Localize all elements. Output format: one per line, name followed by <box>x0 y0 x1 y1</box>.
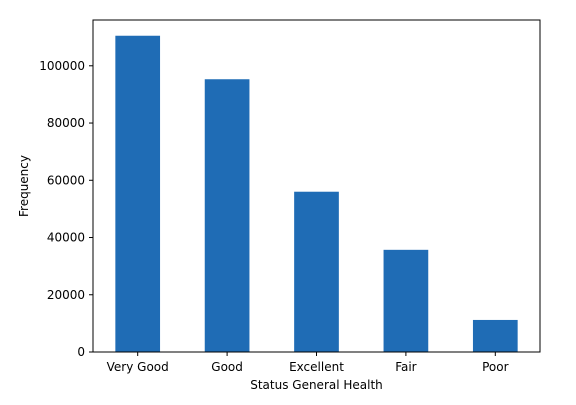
bar-very-good <box>115 35 161 352</box>
x-axis-ticks: Very Good Good Excellent Fair Poor <box>107 352 509 374</box>
x-axis-label: Status General Health <box>250 378 383 392</box>
y-tick-label: 40000 <box>47 231 85 245</box>
plot-frame <box>92 19 541 353</box>
y-tick-label: 60000 <box>47 173 85 187</box>
y-tick-label: 80000 <box>47 116 85 130</box>
bar-good <box>204 79 250 353</box>
x-tick-label: Good <box>211 360 243 374</box>
bar-excellent <box>294 191 339 352</box>
x-tick-label: Fair <box>395 360 416 374</box>
bar-fair <box>383 249 429 352</box>
x-tick-label: Very Good <box>107 360 169 374</box>
y-tick-label: 20000 <box>47 288 85 302</box>
y-axis-ticks: 0 20000 40000 60000 80000 100000 <box>39 59 93 359</box>
bar-poor <box>472 319 518 352</box>
x-tick-label: Poor <box>482 360 508 374</box>
x-tick-label: Excellent <box>289 360 344 374</box>
y-tick-label: 0 <box>77 345 85 359</box>
y-axis-label: Frequency <box>17 155 31 217</box>
bars-group <box>115 35 518 353</box>
y-tick-label: 100000 <box>39 59 85 73</box>
